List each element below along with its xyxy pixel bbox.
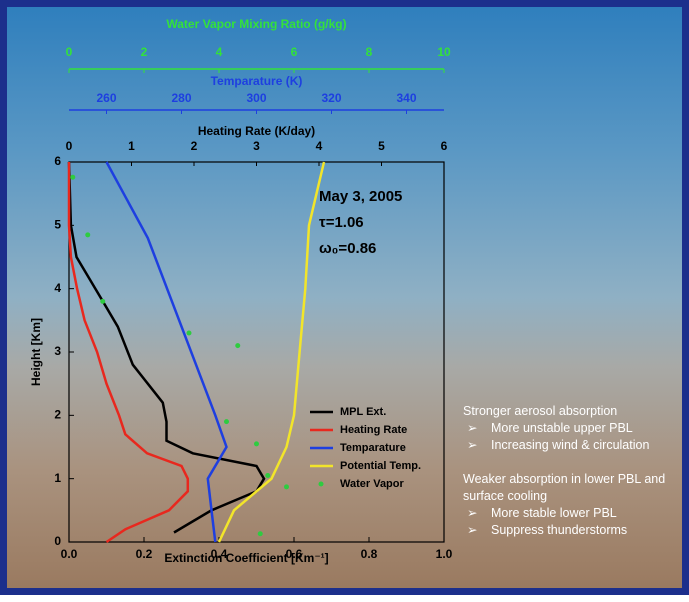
legend-label: Potential Temp. — [340, 460, 421, 472]
annotation: ω₀=0.86 — [319, 240, 376, 257]
y-tick-label: 1 — [54, 471, 61, 485]
tick-label: 2 — [141, 45, 148, 59]
tick-label: 340 — [396, 91, 416, 105]
water-vapor-point — [187, 331, 192, 336]
y-tick-label: 4 — [54, 281, 61, 295]
tick-label: 3 — [253, 139, 260, 153]
water-vapor-point — [70, 175, 75, 180]
note-item: More unstable upper PBL — [463, 420, 689, 437]
water-vapor-point — [265, 473, 270, 478]
axis-title: Temparature (K) — [211, 74, 303, 88]
tick-label: 1 — [128, 139, 135, 153]
tick-label: 260 — [96, 91, 116, 105]
x-tick-label: 0.0 — [61, 547, 78, 561]
tick-label: 300 — [246, 91, 266, 105]
axis-title: Water Vapor Mixing Ratio (g/kg) — [166, 17, 346, 31]
legend-label: Temparature — [340, 442, 406, 454]
legend-marker — [319, 482, 324, 487]
water-vapor-point — [258, 531, 263, 536]
tick-label: 4 — [316, 139, 323, 153]
note-heading: Stronger aerosol absorption — [463, 403, 689, 420]
note-block: Stronger aerosol absorptionMore unstable… — [463, 403, 689, 454]
note-block: Weaker absorption in lower PBL and surfa… — [463, 471, 689, 539]
y-tick-label: 2 — [54, 408, 61, 422]
water-vapor-point — [85, 232, 90, 237]
slide: Water Vapor Mixing Ratio (g/kg)0246810Te… — [0, 0, 689, 595]
legend-label: Water Vapor — [340, 478, 404, 490]
tick-label: 6 — [291, 45, 298, 59]
tick-label: 10 — [437, 45, 451, 59]
y-axis-label: Height [Km] — [29, 318, 43, 386]
y-tick-label: 6 — [54, 154, 61, 168]
profile-line — [219, 162, 324, 542]
note-item: Increasing wind & circulation — [463, 437, 689, 454]
legend-label: MPL Ext. — [340, 406, 386, 418]
note-item: Suppress thunderstorms — [463, 522, 689, 539]
tick-label: 5 — [378, 139, 385, 153]
water-vapor-point — [100, 299, 105, 304]
tick-label: 0 — [66, 45, 73, 59]
note-item: More stable lower PBL — [463, 505, 689, 522]
x-tick-label: 1.0 — [436, 547, 453, 561]
x-tick-label: 0.2 — [136, 547, 153, 561]
tick-label: 6 — [441, 139, 448, 153]
water-vapor-point — [284, 484, 289, 489]
x-tick-label: 0.8 — [361, 547, 378, 561]
tick-label: 280 — [171, 91, 191, 105]
tick-label: 8 — [366, 45, 373, 59]
x-axis-label: Extinction Coefficient [Km⁻¹] — [164, 551, 328, 565]
tick-label: 2 — [191, 139, 198, 153]
y-tick-label: 5 — [54, 218, 61, 232]
water-vapor-point — [254, 441, 259, 446]
tick-label: 4 — [216, 45, 223, 59]
notes: Stronger aerosol absorptionMore unstable… — [463, 403, 689, 556]
water-vapor-point — [224, 419, 229, 424]
annotation: May 3, 2005 — [319, 188, 402, 205]
y-tick-label: 3 — [54, 344, 61, 358]
legend-label: Heating Rate — [340, 424, 407, 436]
tick-label: 0 — [66, 139, 73, 153]
y-tick-label: 0 — [54, 534, 61, 548]
axis-title: Heating Rate (K/day) — [198, 124, 315, 138]
water-vapor-point — [235, 343, 240, 348]
tick-label: 320 — [321, 91, 341, 105]
note-heading: Weaker absorption in lower PBL and surfa… — [463, 471, 689, 505]
profile-line — [107, 162, 227, 542]
profile-line — [69, 162, 264, 533]
annotation: τ=1.06 — [319, 214, 364, 231]
